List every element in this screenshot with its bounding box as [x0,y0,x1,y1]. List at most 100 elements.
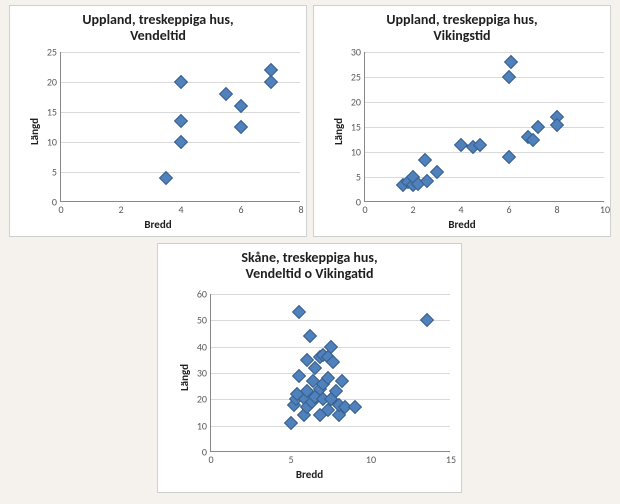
gridline [211,320,450,321]
gridline [365,127,604,128]
data-point [335,374,349,388]
gridline [211,294,450,295]
gridline [61,112,300,113]
data-point [313,382,327,396]
data-point [234,120,248,134]
gridline [211,399,450,400]
data-point [234,99,248,113]
chart3-title-line: Vendeltid o Vikingatid [158,266,461,282]
xtick-label: 0 [362,201,367,216]
data-point [550,110,564,124]
data-point [550,117,564,131]
xtick-label: 10 [366,451,376,466]
data-point [300,400,314,414]
data-point [300,384,314,398]
data-point [454,137,468,151]
page-root: Uppland, treskeppiga hus,Vendeltid051015… [0,0,620,504]
chart3-ylabel: Längd [178,364,191,391]
ytick-label: 30 [351,46,365,59]
xtick-label: 5 [288,451,293,466]
ytick-label: 10 [351,146,365,159]
data-point [521,130,535,144]
data-point [305,395,319,409]
xtick-label: 15 [446,451,456,466]
data-point [159,171,173,185]
xtick-label: 4 [458,201,463,216]
data-point [316,376,330,390]
chart3-title: Skåne, treskeppiga hus,Vendeltid o Vikin… [158,250,461,282]
chart1-title: Uppland, treskeppiga hus,Vendeltid [10,12,306,44]
chart2-title-line: Uppland, treskeppiga hus, [314,12,610,28]
data-point [308,390,322,404]
chart1-ylabel: Längd [28,118,41,145]
chart2-plot-area: 0510152025300246810 [364,52,604,202]
gridline [365,52,604,53]
chart3-xlabel: Bredd [158,468,461,481]
data-point [411,176,425,190]
data-point [526,132,540,146]
data-point [418,152,432,166]
data-point [219,87,233,101]
gridline [211,347,450,348]
gridline [61,172,300,173]
ytick-label: 15 [351,121,365,134]
data-point [348,400,362,414]
data-point [306,374,320,388]
chart1-plot-area: 051015202502468 [60,52,300,202]
data-point [406,177,420,191]
xtick-label: 0 [58,201,63,216]
chart3-panel: Skåne, treskeppiga hus,Vendeltid o Vikin… [157,243,462,493]
data-point [504,55,518,69]
xtick-label: 10 [600,201,610,216]
xtick-label: 4 [178,201,183,216]
ytick-label: 20 [47,76,61,89]
xtick-label: 6 [238,201,243,216]
data-point [300,353,314,367]
data-point [338,400,352,414]
ytick-label: 30 [197,367,211,380]
chart2-title-line: Vikingstid [314,28,610,44]
data-point [326,355,340,369]
data-point [321,350,335,364]
chart2-title: Uppland, treskeppiga hus,Vikingstid [314,12,610,44]
ytick-label: 5 [52,166,61,179]
chart2-xlabel: Bredd [314,218,610,231]
chart3-plot-area: 0102030405060051015 [210,294,450,452]
gridline [365,102,604,103]
data-point [332,408,346,422]
chart2-ylabel: Längd [332,118,345,145]
ytick-label: 50 [197,314,211,327]
data-point [292,369,306,383]
data-point [174,114,188,128]
gridline [61,52,300,53]
xtick-label: 0 [208,451,213,466]
gridline [211,426,450,427]
data-point [329,384,343,398]
gridline [211,373,450,374]
chart2-panel: Uppland, treskeppiga hus,Vikingstid05101… [313,5,611,237]
data-point [297,408,311,422]
xtick-label: 2 [118,201,123,216]
gridline [61,82,300,83]
xtick-label: 6 [506,201,511,216]
data-point [420,173,434,187]
gridline [61,142,300,143]
data-point [313,408,327,422]
ytick-label: 10 [47,136,61,149]
ytick-label: 5 [356,171,365,184]
gridline [365,152,604,153]
data-point [321,403,335,417]
xtick-label: 8 [554,201,559,216]
data-point [313,350,327,364]
xtick-label: 2 [410,201,415,216]
data-point [396,177,410,191]
gridline [365,77,604,78]
ytick-label: 20 [351,96,365,109]
chart1-xlabel: Bredd [10,218,306,231]
data-point [303,329,317,343]
ytick-label: 15 [47,106,61,119]
ytick-label: 25 [351,71,365,84]
ytick-label: 40 [197,340,211,353]
xtick-label: 8 [298,201,303,216]
gridline [365,177,604,178]
